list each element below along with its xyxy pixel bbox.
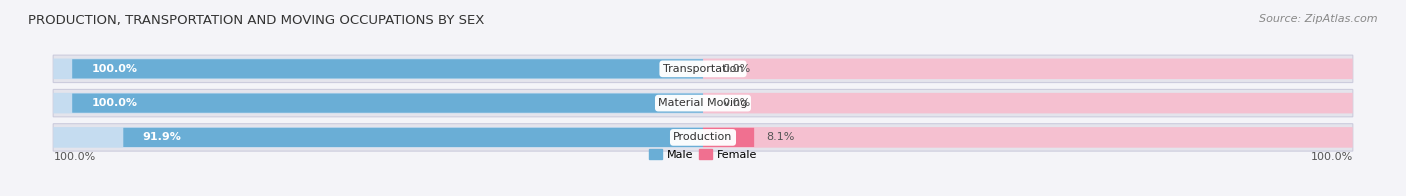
- Text: Source: ZipAtlas.com: Source: ZipAtlas.com: [1260, 14, 1378, 24]
- Text: 100.0%: 100.0%: [1310, 152, 1353, 162]
- Text: 8.1%: 8.1%: [766, 132, 794, 142]
- FancyBboxPatch shape: [53, 59, 703, 79]
- FancyBboxPatch shape: [703, 127, 1353, 148]
- Legend: Male, Female: Male, Female: [644, 145, 762, 165]
- Text: 100.0%: 100.0%: [91, 64, 138, 74]
- FancyBboxPatch shape: [72, 59, 703, 78]
- Text: Production: Production: [673, 132, 733, 142]
- Text: 0.0%: 0.0%: [721, 64, 751, 74]
- Text: Transportation: Transportation: [662, 64, 744, 74]
- FancyBboxPatch shape: [53, 124, 1353, 151]
- Text: Material Moving: Material Moving: [658, 98, 748, 108]
- FancyBboxPatch shape: [703, 93, 1353, 113]
- Text: PRODUCTION, TRANSPORTATION AND MOVING OCCUPATIONS BY SEX: PRODUCTION, TRANSPORTATION AND MOVING OC…: [28, 14, 485, 27]
- FancyBboxPatch shape: [53, 55, 1353, 83]
- FancyBboxPatch shape: [53, 89, 1353, 117]
- FancyBboxPatch shape: [703, 59, 1353, 79]
- FancyBboxPatch shape: [53, 127, 703, 148]
- Text: 91.9%: 91.9%: [142, 132, 181, 142]
- FancyBboxPatch shape: [124, 128, 703, 147]
- FancyBboxPatch shape: [53, 93, 703, 113]
- FancyBboxPatch shape: [703, 128, 754, 147]
- Text: 100.0%: 100.0%: [91, 98, 138, 108]
- Text: 0.0%: 0.0%: [721, 98, 751, 108]
- Text: 100.0%: 100.0%: [53, 152, 96, 162]
- FancyBboxPatch shape: [72, 93, 703, 113]
